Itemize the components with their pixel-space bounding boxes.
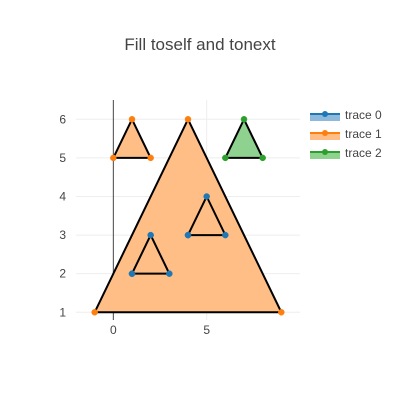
y-tick-label: 4 bbox=[59, 189, 66, 203]
series-0-point[interactable] bbox=[184, 231, 192, 239]
series-2-outline bbox=[223, 117, 265, 159]
series-2-point[interactable] bbox=[240, 116, 248, 123]
y-tick-label: 2 bbox=[59, 267, 66, 281]
legend-item-trace-2[interactable]: trace 2 bbox=[310, 146, 382, 160]
series-1-fill-area bbox=[94, 119, 282, 313]
x-tick-label: 5 bbox=[203, 323, 210, 337]
chart-title: Fill toself and tonext bbox=[124, 35, 275, 54]
series-1-fill-area bbox=[113, 119, 151, 158]
series-2-fill-area bbox=[225, 119, 263, 158]
legend-label: trace 0 bbox=[345, 108, 382, 122]
legend-label: trace 1 bbox=[345, 127, 382, 141]
legend-marker-swatch bbox=[322, 130, 328, 136]
series-0-point[interactable] bbox=[203, 193, 210, 200]
legend-marker-swatch bbox=[322, 111, 328, 117]
series-1-point[interactable] bbox=[278, 309, 285, 316]
x-tick-label: 0 bbox=[110, 323, 117, 337]
fill-layer bbox=[94, 119, 282, 313]
line-layer bbox=[93, 117, 283, 314]
y-tick-label: 6 bbox=[59, 112, 66, 126]
series-0-outline bbox=[130, 232, 171, 275]
series-1-point[interactable] bbox=[110, 154, 117, 162]
series-0-outline bbox=[186, 194, 227, 237]
legend-item-trace-1[interactable]: trace 1 bbox=[310, 127, 382, 141]
y-tick-label: 1 bbox=[59, 305, 66, 319]
legend-marker-swatch bbox=[322, 149, 328, 155]
legend-item-trace-0[interactable]: trace 0 bbox=[310, 108, 382, 122]
series-0-point[interactable] bbox=[166, 270, 173, 277]
series-2-point[interactable] bbox=[259, 154, 266, 162]
series-2-point[interactable] bbox=[222, 154, 229, 162]
series-0-point[interactable] bbox=[222, 231, 229, 239]
legend-label: trace 2 bbox=[345, 146, 382, 160]
series-1-point[interactable] bbox=[91, 309, 98, 316]
legend[interactable]: trace 0 trace 1 trace 2 bbox=[310, 108, 382, 160]
series-1-outline bbox=[93, 117, 283, 314]
series-0-point[interactable] bbox=[147, 231, 154, 239]
marker-layer bbox=[91, 116, 285, 316]
series-1-outline bbox=[111, 117, 153, 159]
series-1-point[interactable] bbox=[184, 116, 192, 123]
y-axis-ticks: 1 2 3 4 5 6 bbox=[59, 112, 66, 319]
series-1-point[interactable] bbox=[147, 154, 154, 162]
y-tick-label: 5 bbox=[59, 151, 66, 165]
series-1-point[interactable] bbox=[128, 116, 136, 123]
y-tick-label: 3 bbox=[59, 228, 66, 242]
series-0-point[interactable] bbox=[128, 270, 136, 277]
